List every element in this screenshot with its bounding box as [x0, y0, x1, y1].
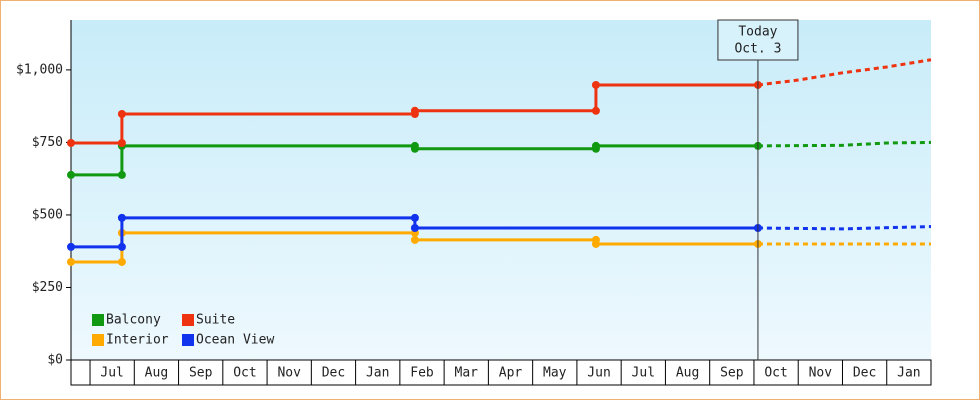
- x-tick-label: Dec: [853, 366, 876, 381]
- legend-swatch: [92, 334, 104, 346]
- legend-swatch: [92, 314, 104, 326]
- point: [591, 80, 600, 89]
- x-tick-label: Feb: [410, 366, 434, 381]
- x-tick-label: Nov: [809, 366, 833, 381]
- x-tick-label: Nov: [277, 366, 301, 381]
- x-tick-label: Oct: [764, 366, 787, 381]
- x-tick-label: Aug: [145, 366, 168, 381]
- x-tick-label: Apr: [499, 366, 523, 381]
- x-tick-label: May: [543, 366, 567, 381]
- layer: $0 $250 $500 $750 $1,000 Jul Aug Sep Oct Nov Dec Ja…: [16, 19, 932, 386]
- legend-label: Interior: [106, 333, 169, 348]
- x-tick-label: Jun: [587, 366, 610, 381]
- point: [410, 235, 419, 244]
- x-axis-band: [70, 359, 932, 386]
- y-tick-label: $1,000: [16, 62, 63, 77]
- point: [591, 106, 600, 115]
- x-tick-label: Jan: [897, 366, 920, 381]
- legend-swatch: [182, 334, 194, 346]
- legend-label: Suite: [196, 313, 235, 328]
- x-tick-label: Aug: [676, 366, 699, 381]
- point: [410, 224, 419, 233]
- x-tick-label: Jul: [632, 366, 655, 381]
- point: [117, 139, 126, 148]
- point: [67, 139, 75, 148]
- point: [591, 239, 600, 248]
- forecast-line: [757, 58, 932, 87]
- point: [117, 213, 126, 222]
- x-tick-label: Dec: [322, 366, 345, 381]
- x-tick-label: Sep: [720, 366, 744, 381]
- x-tick-label: Mar: [455, 366, 479, 381]
- point: [117, 257, 126, 266]
- point: [410, 144, 419, 153]
- legend-label: Balcony: [106, 313, 161, 328]
- x-tick-label: Oct: [233, 366, 256, 381]
- forecast-line: [757, 225, 932, 231]
- y-tick-label: $750: [32, 135, 63, 150]
- today-date: Oct. 3: [734, 42, 781, 57]
- today-label: Today: [738, 25, 777, 40]
- point: [117, 242, 126, 251]
- plot-area: [71, 20, 931, 360]
- point: [117, 109, 126, 118]
- today-box: [717, 19, 799, 61]
- point: [410, 213, 419, 222]
- legend-swatch: [182, 314, 194, 326]
- x-tick-label: Jan: [366, 366, 389, 381]
- x-tick-label: Jul: [100, 366, 123, 381]
- point: [67, 257, 75, 266]
- point: [591, 141, 600, 150]
- point: [67, 242, 75, 251]
- point: [117, 170, 126, 179]
- y-tick-label: $0: [47, 353, 63, 368]
- y-tick-label: $500: [32, 207, 63, 222]
- point: [67, 170, 75, 179]
- series-line: [71, 216, 758, 249]
- y-tick-label: $250: [32, 280, 63, 295]
- point: [410, 106, 419, 115]
- legend-label: Ocean View: [196, 333, 274, 348]
- x-tick-label: Sep: [189, 366, 213, 381]
